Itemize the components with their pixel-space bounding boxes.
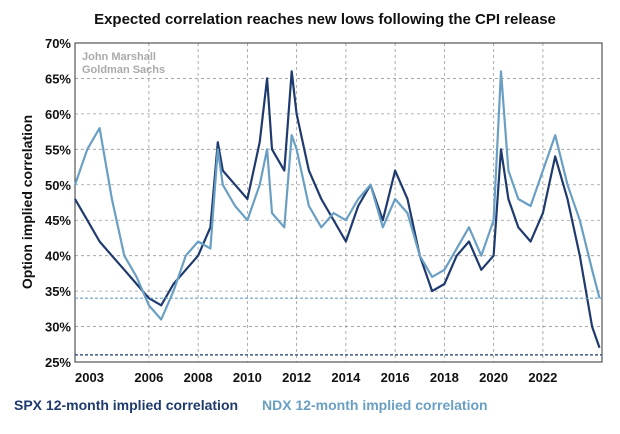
series-line (74, 70, 601, 349)
y-tick-label: 35% (45, 284, 71, 299)
y-tick-label: 60% (45, 107, 71, 122)
x-tick-label: 2006 (134, 370, 163, 385)
y-tick-label: 25% (45, 355, 71, 370)
x-tick-label: 2020 (479, 370, 508, 385)
series-line (73, 70, 601, 321)
x-tick-label: 2012 (282, 370, 311, 385)
y-tick-label: 45% (45, 213, 71, 228)
x-tick-label: 2016 (381, 370, 410, 385)
plot-frame (74, 42, 603, 363)
y-tick-label: 55% (45, 142, 71, 157)
annotation: Goldman Sachs (82, 64, 165, 76)
y-tick-label: 50% (45, 178, 71, 193)
y-tick-label: 65% (45, 71, 71, 86)
y-tick-label: 70% (45, 36, 71, 51)
y-tick-label: 30% (45, 320, 71, 335)
legend-entry: NDX 12-month implied correlation (262, 397, 488, 413)
y-axis-label: Option implied correlation (19, 115, 35, 289)
chart-title: Expected correlation reaches new lows fo… (94, 11, 556, 28)
x-tick-label: 2018 (430, 370, 459, 385)
x-tick-label: 2008 (184, 370, 213, 385)
x-tick-label: 2022 (528, 370, 557, 385)
x-tick-label: 2014 (331, 370, 361, 385)
x-tick-label: 2003 (75, 370, 104, 385)
x-tick-label: 2010 (233, 370, 262, 385)
annotation: John Marshall (82, 51, 156, 63)
legend-entry: SPX 12-month implied correlation (14, 397, 238, 413)
y-tick-label: 40% (45, 249, 71, 264)
